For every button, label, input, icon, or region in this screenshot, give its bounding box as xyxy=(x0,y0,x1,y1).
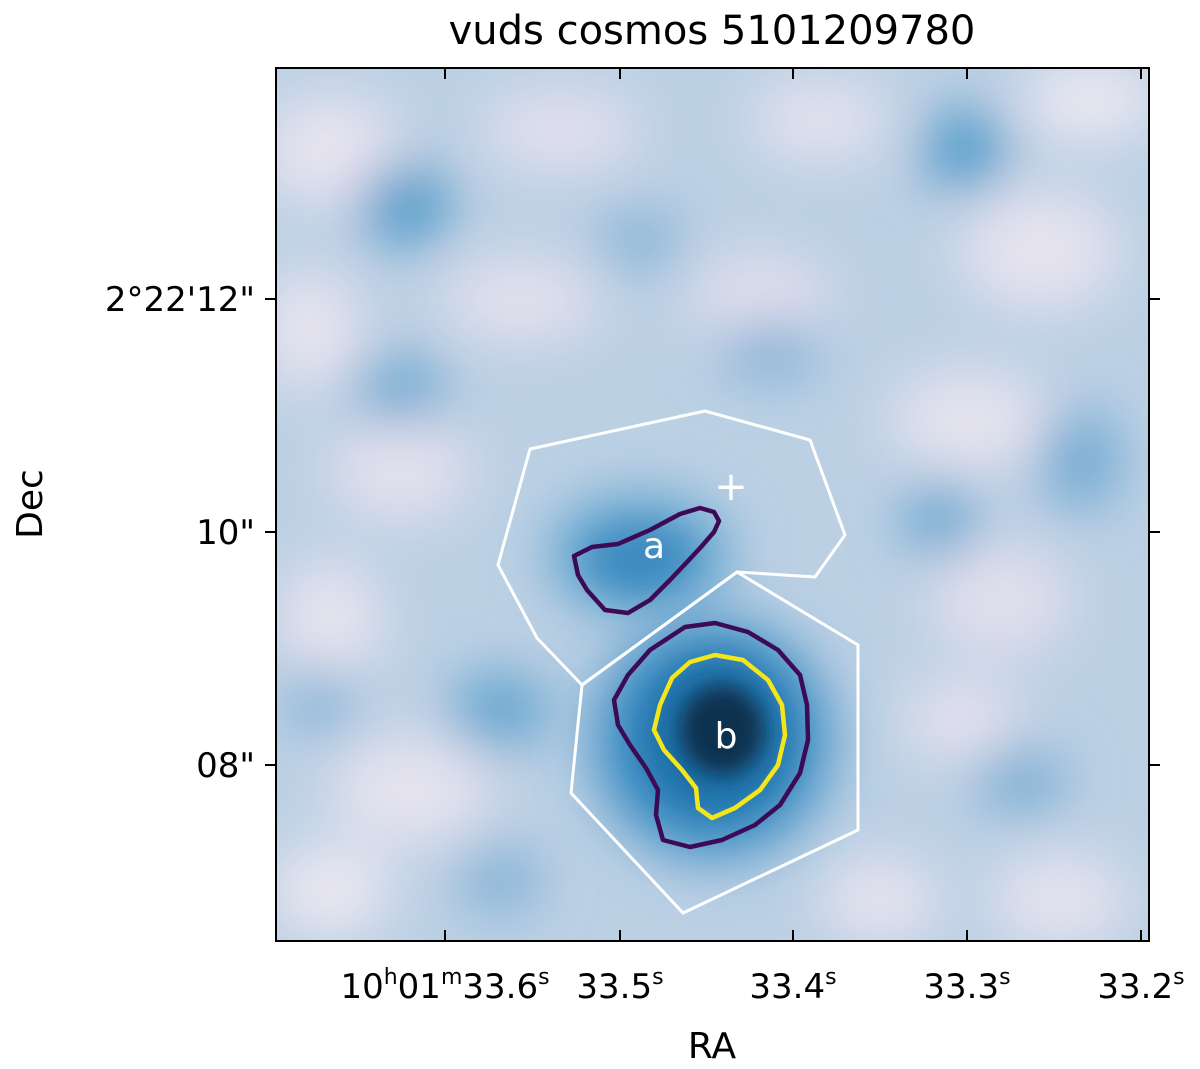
pale-blob xyxy=(440,260,600,340)
blue-blob xyxy=(975,750,1065,810)
y-tick-label: 08" xyxy=(196,746,255,786)
x-tick-label: 10h01m33.6s xyxy=(340,965,549,1007)
emission-a-core xyxy=(590,530,690,590)
y-axis-label: Dec xyxy=(10,469,51,539)
blue-blob xyxy=(925,110,1005,190)
pale-blob xyxy=(280,560,380,680)
x-tick-label: 33.5s xyxy=(576,965,663,1007)
x-tick-label: 33.3s xyxy=(923,965,1010,1007)
x-tick-label: 33.2s xyxy=(1097,965,1184,1007)
pale-blob xyxy=(930,545,1070,655)
plot-area: a b + xyxy=(276,68,1149,941)
y-tick-label: 10" xyxy=(196,513,255,553)
pale-blob xyxy=(1020,68,1149,140)
x-tick-labels: 10h01m33.6s 33.5s 33.4s 33.3s 33.2s xyxy=(340,965,1184,1007)
blue-blob xyxy=(1040,410,1120,510)
emission-b-core xyxy=(680,685,764,775)
pale-blob xyxy=(890,370,1050,470)
y-tick-labels: 2°22'12" 10" 08" xyxy=(105,280,255,786)
x-axis-label: RA xyxy=(688,1026,737,1067)
plus-marker: + xyxy=(714,464,748,510)
pale-blob xyxy=(990,855,1130,941)
blue-blob xyxy=(460,850,540,910)
region-b-label: b xyxy=(715,716,738,757)
y-ticks xyxy=(265,298,1160,766)
region-b-outer-contour xyxy=(611,620,811,850)
pale-blob xyxy=(276,95,400,205)
source-emission xyxy=(550,495,832,860)
pale-blob xyxy=(330,735,490,845)
x-tick-label: 33.4s xyxy=(749,965,836,1007)
chart-title: vuds cosmos 5101209780 xyxy=(449,8,976,54)
region-b-inner-contour xyxy=(651,652,788,821)
region-a-label: a xyxy=(643,526,665,567)
y-tick-label: 2°22'12" xyxy=(105,280,255,320)
pale-blob xyxy=(750,80,890,160)
pale-blob xyxy=(480,90,640,170)
pale-blob xyxy=(900,680,1020,760)
region-a-polygon xyxy=(496,409,847,687)
blue-blob xyxy=(600,215,680,265)
blue-blob xyxy=(355,360,445,420)
blue-blob xyxy=(450,675,550,745)
blue-blob xyxy=(290,670,350,730)
pale-blob xyxy=(330,420,470,520)
blue-blob xyxy=(360,165,450,245)
pale-blob xyxy=(276,270,360,390)
pale-blob xyxy=(276,845,390,935)
axes-frame xyxy=(275,67,1150,942)
region-a-contour xyxy=(571,505,722,616)
pale-blob xyxy=(960,190,1120,310)
pale-blob xyxy=(820,860,940,940)
noise-blobs xyxy=(276,68,1149,941)
blue-blob xyxy=(905,485,975,555)
blue-blob xyxy=(720,325,820,375)
x-ticks xyxy=(444,68,1142,941)
region-b-polygon xyxy=(569,570,860,915)
pale-blob xyxy=(690,255,830,345)
